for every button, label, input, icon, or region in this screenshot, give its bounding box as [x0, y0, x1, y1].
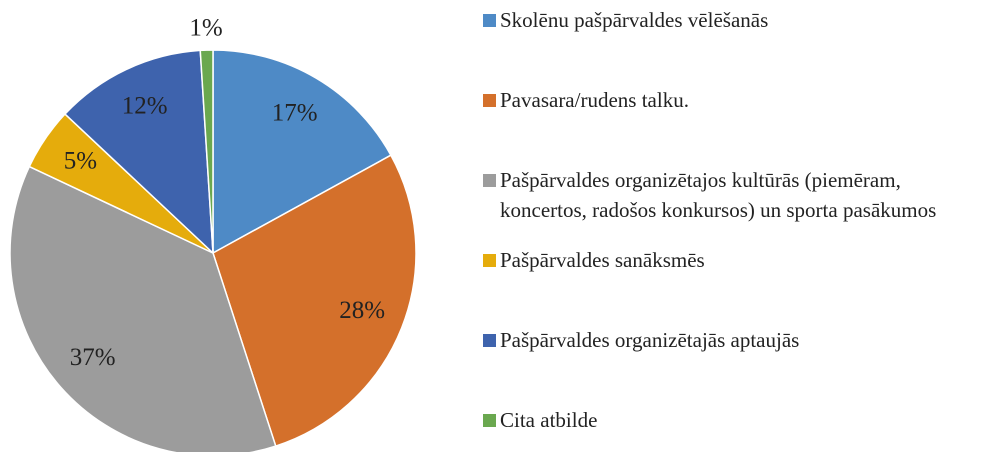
data-label: 37%: [70, 344, 116, 371]
legend-entry: Skolēnu pašpārvaldes vēlēšanās: [483, 5, 989, 35]
pie-slice: [9, 165, 277, 452]
legend-label: Pašpārvaldes sanāksmēs: [500, 248, 705, 272]
pie-slice: [63, 49, 214, 255]
legend-label: Pavasara/rudens talku.: [500, 88, 689, 112]
pie-slice: [212, 154, 417, 448]
legend-entry: Pašpārvaldes organizētajās aptaujās: [483, 325, 989, 355]
legend-entry: Pavasara/rudens talku.: [483, 85, 989, 115]
legend-swatch: [483, 334, 496, 347]
legend-label: Pašpārvaldes organizētajos kultūrās (pie…: [500, 168, 937, 222]
pie-slice: [212, 49, 392, 255]
legend-label: Cita atbilde: [500, 408, 598, 432]
legend-entry: Pašpārvaldes organizētajos kultūrās (pie…: [483, 165, 989, 225]
legend-label: Skolēnu pašpārvaldes vēlēšanās: [500, 8, 769, 32]
legend-swatch: [483, 254, 496, 267]
data-label: 17%: [272, 100, 318, 127]
legend-swatch: [483, 414, 496, 427]
legend-entry: Pašpārvaldes sanāksmēs: [483, 245, 989, 275]
data-label: 5%: [64, 148, 97, 175]
data-label: 12%: [122, 93, 168, 120]
legend-swatch: [483, 14, 496, 27]
legend-label: Pašpārvaldes organizētajās aptaujās: [500, 328, 800, 352]
legend-swatch: [483, 94, 496, 107]
data-label: 1%: [189, 15, 222, 42]
data-label: 28%: [339, 297, 385, 324]
legend-swatch: [483, 174, 496, 187]
legend-entry: Cita atbilde: [483, 405, 989, 435]
pie-slice: [199, 49, 214, 254]
